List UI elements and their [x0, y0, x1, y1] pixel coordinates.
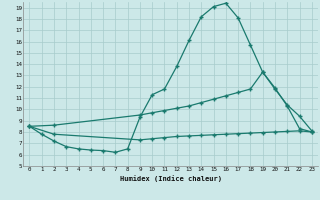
X-axis label: Humidex (Indice chaleur): Humidex (Indice chaleur): [120, 175, 221, 182]
